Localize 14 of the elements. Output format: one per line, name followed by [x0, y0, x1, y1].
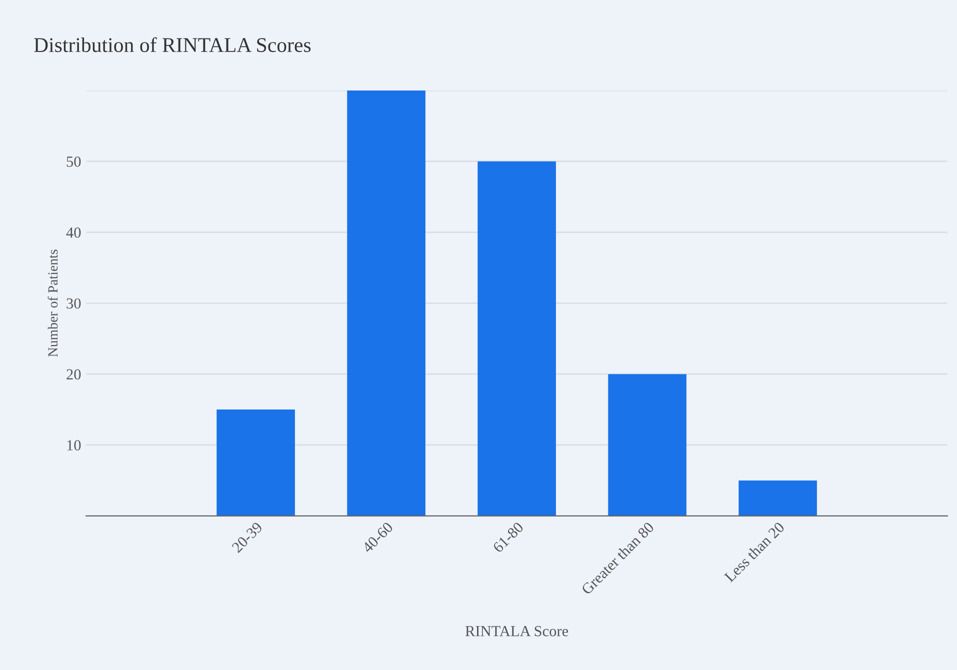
bar [608, 374, 686, 516]
y-axis-title: Number of Patients [48, 250, 58, 357]
y-tick-label: 50 [66, 156, 81, 167]
chart-title: Distribution of RINTALA Scores [34, 37, 311, 52]
y-tick-label: 30 [66, 298, 81, 309]
x-tick-label: Less than 20 [723, 521, 785, 583]
bar [347, 90, 426, 516]
x-axis-title: RINTALA Score [465, 626, 568, 636]
y-tick-label: 20 [66, 369, 81, 380]
bar [216, 410, 295, 516]
bar [478, 161, 556, 516]
y-tick-label: 40 [66, 227, 81, 238]
bar [738, 480, 817, 516]
y-tick-label: 10 [67, 440, 81, 450]
